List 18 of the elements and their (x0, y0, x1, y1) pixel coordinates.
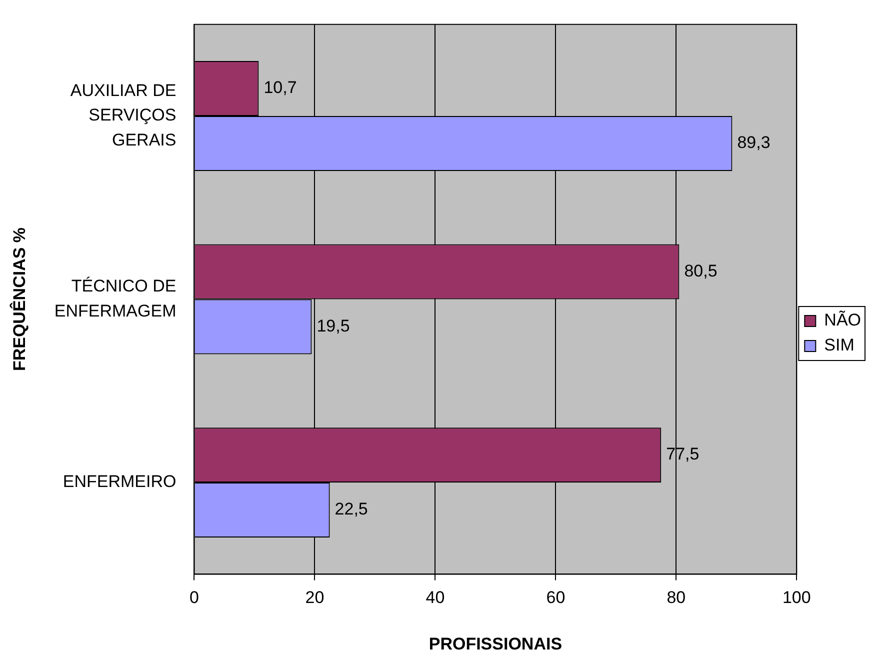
y-tick-label: AUXILIAR DE SERVIÇOS GERAIS (70, 81, 176, 150)
data-label: 80,5 (684, 261, 718, 280)
data-label: 10,7 (264, 78, 297, 98)
y-axis-title: FREQUÊNCIAS % (8, 227, 29, 372)
data-label: 22,5 (334, 500, 368, 519)
data-label: 89,3 (737, 133, 770, 152)
x-tick-label: 80 (666, 588, 686, 608)
x-axis-title: PROFISSIONAIS (428, 634, 562, 654)
x-tick-label: 20 (305, 588, 324, 608)
legend-label: SIM (824, 336, 854, 355)
x-tick-label: 100 (782, 588, 811, 608)
x-tick-label: 40 (426, 588, 445, 608)
y-tick-label: ENFERMEIRO (62, 472, 176, 492)
legend-label: NÃO (824, 310, 862, 330)
y-tick-label: TÉCNICO DE ENFERMAGEM (54, 276, 176, 320)
data-label: 19,5 (316, 316, 350, 336)
x-tick-label: 60 (546, 588, 566, 608)
x-tick-label: 0 (190, 588, 199, 608)
